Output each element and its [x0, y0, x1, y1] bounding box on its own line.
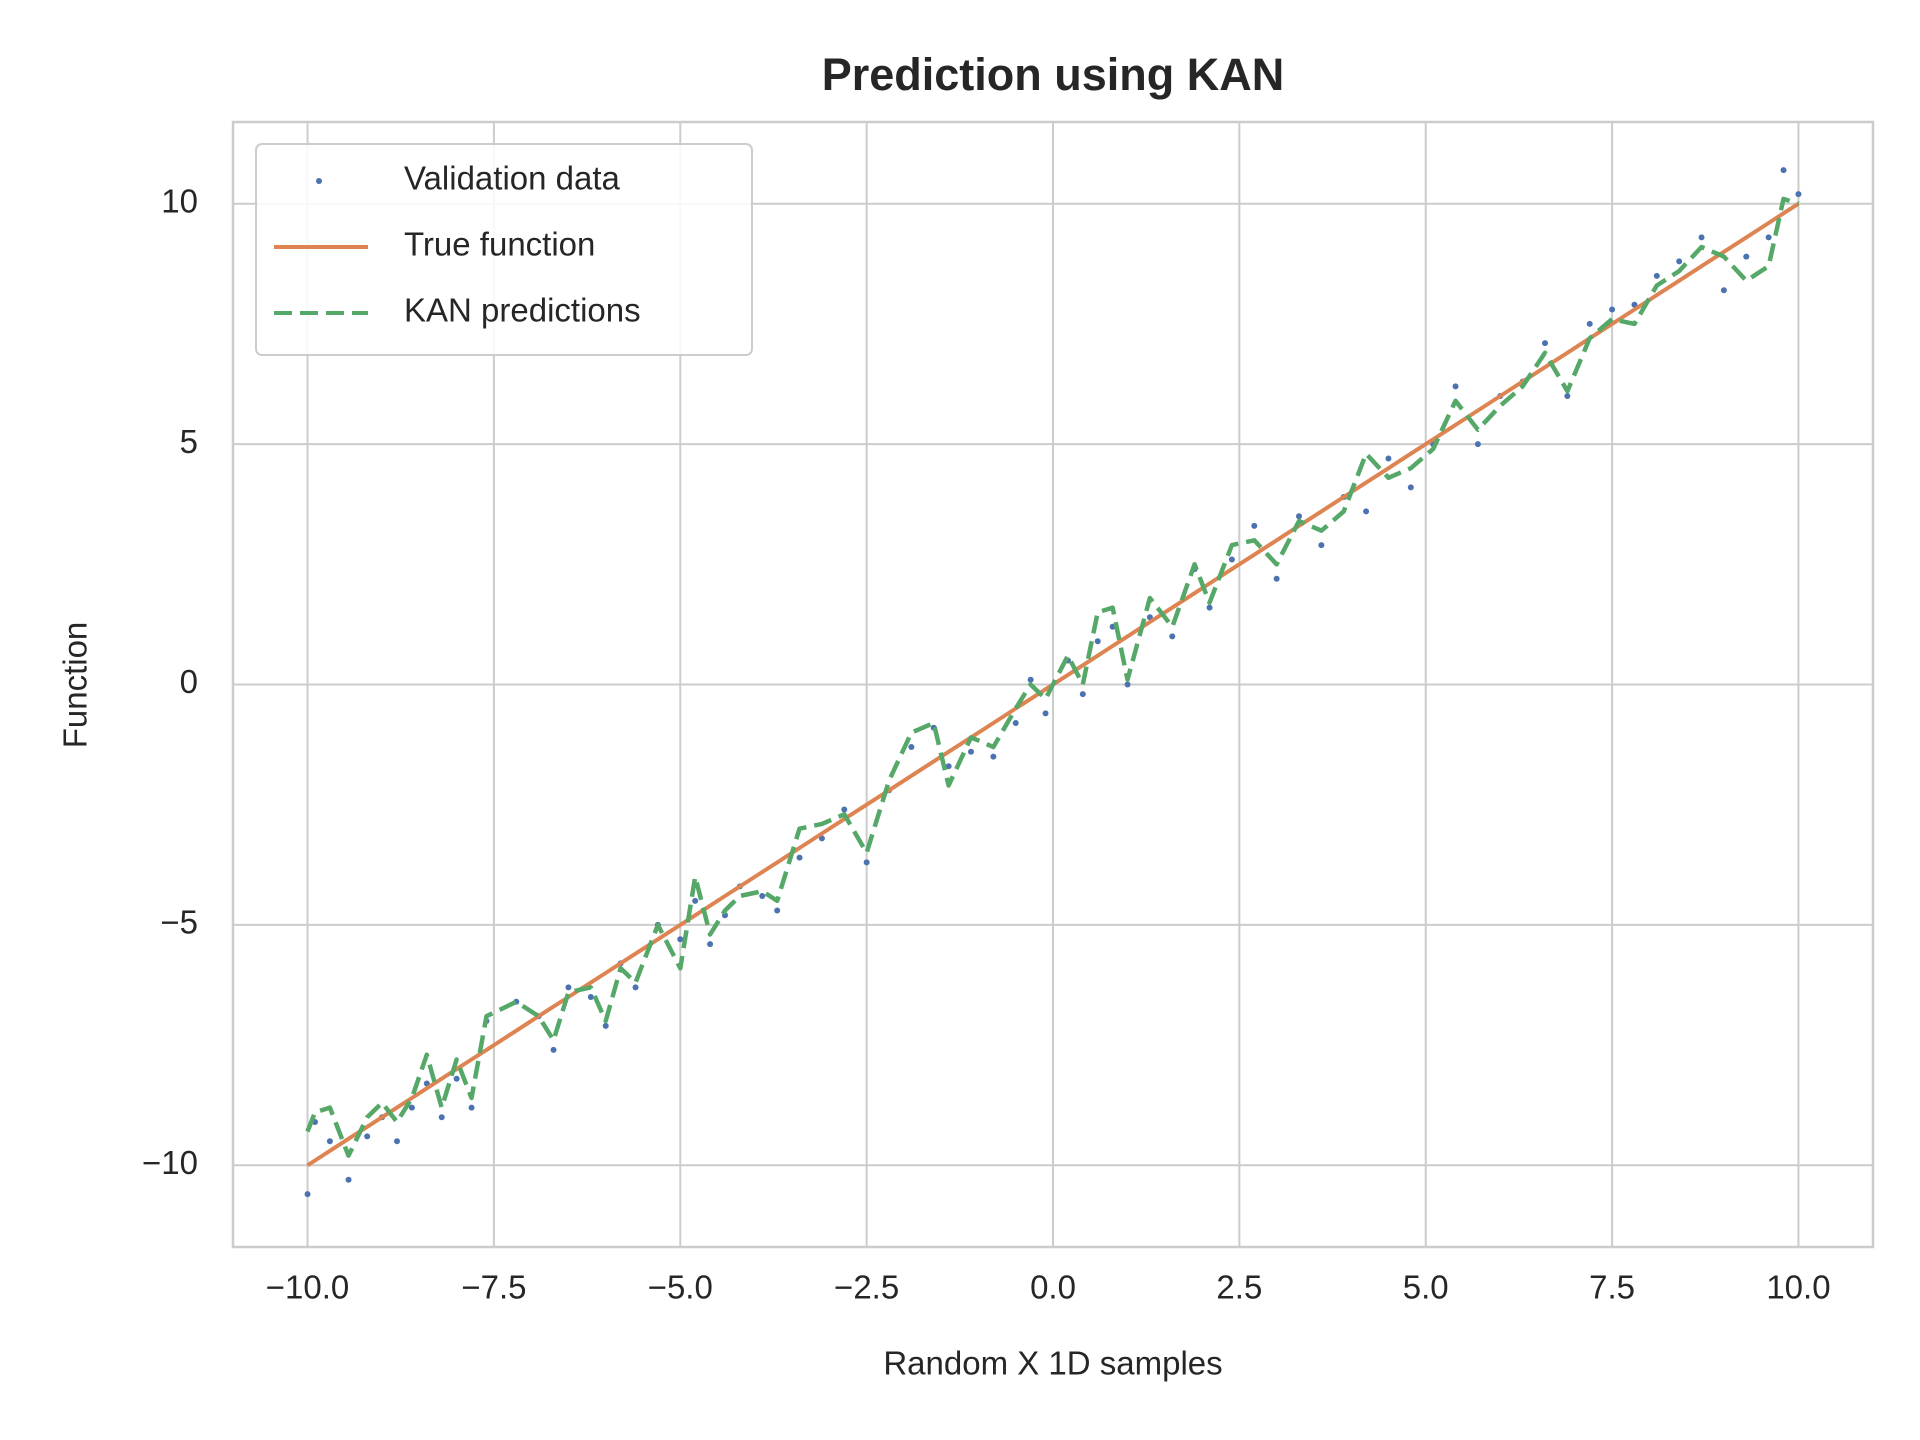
- data-point: [1407, 484, 1414, 491]
- legend-box: [255, 143, 753, 356]
- data-point: [364, 1133, 371, 1140]
- data-point: [863, 859, 870, 866]
- data-point: [1542, 340, 1548, 347]
- data-point: [1653, 272, 1660, 279]
- data-point: [408, 1104, 415, 1111]
- data-point: [1795, 191, 1802, 198]
- data-point: [304, 1191, 311, 1198]
- data-point: [438, 1114, 445, 1121]
- data-point: [707, 941, 714, 948]
- legend-label: True function: [404, 226, 595, 263]
- data-point: [1720, 287, 1727, 294]
- data-point: [1273, 575, 1280, 582]
- data-point: [602, 1022, 609, 1029]
- data-point: [468, 1104, 475, 1111]
- data-point: [326, 1138, 333, 1145]
- data-point: [1012, 719, 1019, 726]
- data-point: [1094, 638, 1101, 645]
- legend-label: Validation data: [404, 160, 621, 197]
- data-point: [774, 907, 781, 914]
- y-tick-label: −5: [160, 904, 198, 941]
- data-point: [632, 984, 639, 991]
- data-point: [1385, 455, 1392, 462]
- x-tick-label: −7.5: [461, 1269, 526, 1306]
- plot-frame: [231, 120, 1875, 1249]
- data-point: [453, 1075, 460, 1082]
- data-point: [1296, 513, 1302, 520]
- data-point: [1564, 393, 1571, 400]
- legend-marker: [316, 178, 322, 184]
- data-point: [1206, 604, 1213, 611]
- data-point: [1765, 234, 1772, 241]
- data-point: [345, 1176, 352, 1183]
- data-point: [1363, 508, 1370, 515]
- data-point: [1124, 681, 1131, 688]
- x-tick-label: 5.0: [1403, 1269, 1449, 1306]
- data-point: [841, 806, 848, 813]
- data-point: [945, 763, 952, 770]
- x-tick-label: 2.5: [1216, 1269, 1262, 1306]
- data-point: [1079, 691, 1086, 698]
- y-tick-label: 5: [180, 423, 198, 460]
- data-point: [1169, 633, 1176, 640]
- data-point: [1318, 542, 1325, 549]
- data-point: [394, 1138, 400, 1145]
- series-line: [305, 196, 1800, 1158]
- y-tick-label: −10: [142, 1144, 198, 1181]
- legend-label: KAN predictions: [404, 292, 641, 329]
- data-point: [1042, 710, 1049, 717]
- y-tick-label: 0: [180, 663, 198, 700]
- data-point: [990, 753, 997, 760]
- data-point: [796, 854, 803, 861]
- data-point: [968, 748, 974, 755]
- data-point: [759, 893, 766, 900]
- x-tick-label: −2.5: [834, 1269, 899, 1306]
- x-tick-label: 10.0: [1766, 1269, 1830, 1306]
- x-tick-label: 7.5: [1589, 1269, 1635, 1306]
- data-point: [1780, 167, 1787, 174]
- y-axis-label: Function: [57, 622, 94, 749]
- data-point: [692, 897, 699, 904]
- data-point: [677, 936, 684, 943]
- data-point: [1676, 258, 1683, 265]
- data-point: [1251, 522, 1258, 529]
- data-point: [1698, 234, 1705, 241]
- data-point: [1228, 556, 1235, 563]
- data-point: [1586, 320, 1593, 327]
- x-tick-label: −10.0: [266, 1269, 350, 1306]
- x-tick-label: 0.0: [1030, 1269, 1076, 1306]
- data-point: [1743, 253, 1750, 260]
- chart-title: Prediction using KAN: [822, 49, 1285, 100]
- x-axis-label: Random X 1D samples: [883, 1345, 1222, 1382]
- data-point: [1609, 306, 1616, 313]
- data-point: [1474, 441, 1481, 448]
- data-point: [587, 994, 594, 1000]
- data-point: [565, 984, 572, 991]
- data-point: [1452, 383, 1459, 390]
- data-point: [1027, 676, 1034, 683]
- data-point: [908, 744, 915, 750]
- data-point: [550, 1046, 557, 1053]
- x-tick-label: −5.0: [648, 1269, 713, 1306]
- y-tick-label: 10: [161, 182, 198, 219]
